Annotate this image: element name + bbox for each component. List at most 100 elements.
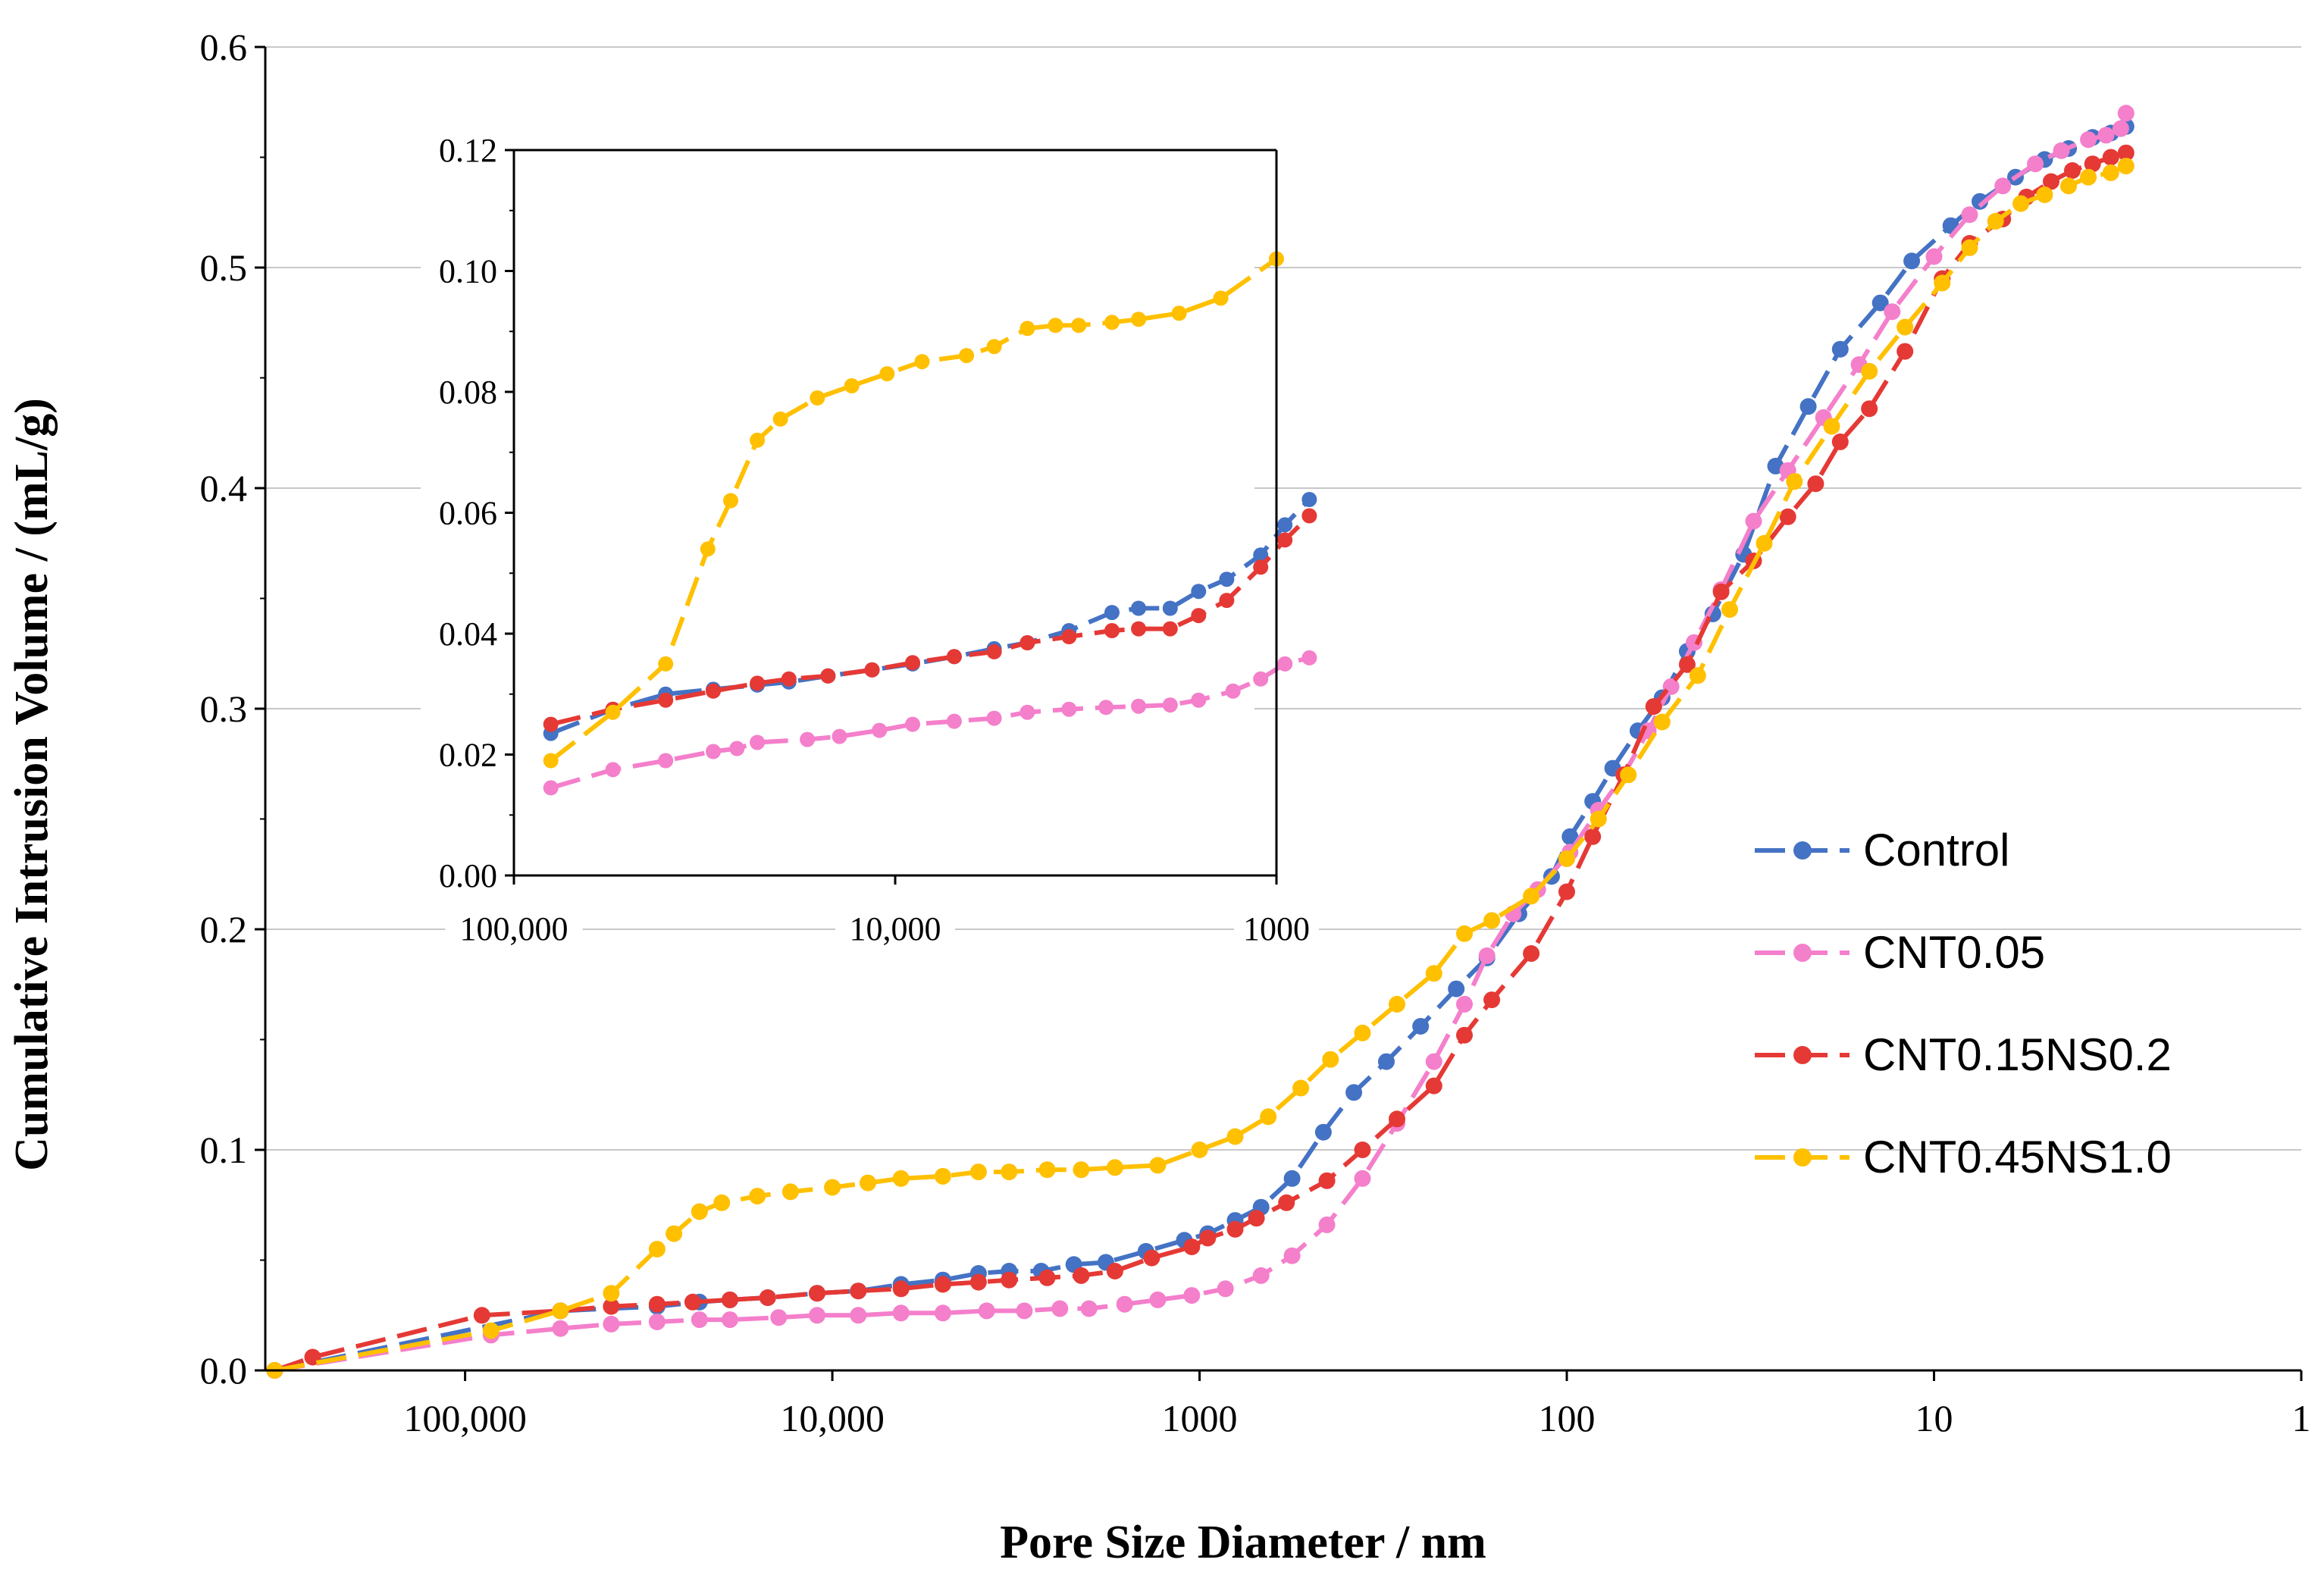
main-axes [255,45,2303,1381]
inset-point-cnt0-45ns1-0 [1071,318,1087,334]
inset-axes [505,149,1278,885]
inset-series-cnt0-15ns0-2 [543,508,1317,732]
inset-point-cnt0-15ns0-2 [781,671,797,687]
main-point-control [1903,252,1921,270]
main-point-cnt0-15ns0-2 [722,1291,738,1308]
main-point-cnt0-45ns1-0 [1721,601,1738,619]
main-point-cnt0-05 [2112,120,2129,137]
main-x-tick-label: 1000 [1162,1397,1238,1439]
main-point-cnt0-05 [648,1314,666,1330]
main-point-control [1831,340,1849,358]
main-point-control [1448,980,1465,997]
inset-point-cnt0-45ns1-0 [879,366,895,382]
main-point-cnt0-45ns1-0 [691,1203,708,1220]
main-point-cnt0-45ns1-0 [1689,667,1706,684]
main-point-cnt0-45ns1-0 [2036,186,2053,203]
inset-point-control [1131,600,1147,616]
inset-point-cnt0-05 [946,713,962,729]
main-point-cnt0-15ns0-2 [2117,144,2135,161]
main-point-cnt0-05 [1051,1300,1069,1317]
main-y-tick-label: 0.1 [200,1129,248,1171]
inset-point-cnt0-15ns0-2 [1104,623,1120,638]
inset-point-cnt0-15ns0-2 [864,662,880,678]
inset-point-cnt0-45ns1-0 [658,656,674,672]
main-point-cnt0-15ns0-2 [1143,1249,1160,1267]
inset-point-cnt0-45ns1-0 [750,432,766,448]
inset-point-cnt0-05 [1098,700,1114,716]
inset-point-control [1104,605,1120,621]
inset-point-cnt0-45ns1-0 [1131,312,1147,327]
main-point-cnt0-05 [1884,303,1901,321]
main-x-tick-label: 100,000 [403,1397,527,1439]
main-point-cnt0-05 [1478,947,1496,964]
inset-point-cnt0-45ns1-0 [959,348,975,364]
legend-label-cnt0-45ns1-0: CNT0.45NS1.0 [1863,1132,2172,1182]
inset-point-cnt0-15ns0-2 [1019,635,1035,650]
main-point-cnt0-05 [2097,127,2115,144]
main-point-cnt0-15ns0-2 [1425,1077,1442,1095]
main-point-cnt0-45ns1-0 [1191,1142,1208,1158]
inset-point-control [1277,517,1293,533]
inset-point-cnt0-05 [1162,697,1178,713]
main-point-cnt0-15ns0-2 [1001,1271,1018,1289]
legend-marker-cnt0-45ns1-0 [1793,1148,1812,1167]
inset-series-group [543,251,1317,796]
main-point-cnt0-05 [1183,1287,1201,1304]
inset-point-control [1191,584,1207,600]
main-point-cnt0-45ns1-0 [1620,766,1637,784]
main-point-cnt0-45ns1-0 [781,1183,799,1201]
main-point-cnt0-15ns0-2 [1779,508,1796,525]
main-point-cnt0-15ns0-2 [648,1295,666,1313]
main-point-cnt0-05 [2027,155,2044,173]
inset-point-control [1253,547,1269,563]
main-point-cnt0-05 [1456,995,1473,1013]
inset-y-tick-label: 0.02 [439,737,497,774]
main-point-cnt0-15ns0-2 [850,1282,867,1300]
main-point-cnt0-45ns1-0 [934,1167,951,1185]
main-point-cnt0-45ns1-0 [1149,1157,1167,1174]
inset-point-cnt0-05 [750,734,766,750]
main-point-cnt0-15ns0-2 [934,1276,951,1293]
main-point-cnt0-15ns0-2 [1523,945,1540,962]
inset-point-cnt0-15ns0-2 [1301,508,1317,524]
inset-point-cnt0-05 [1301,650,1317,665]
inset-y-tick-label: 0.08 [439,374,497,411]
main-point-cnt0-05 [1354,1170,1371,1187]
inset-point-cnt0-05 [905,716,920,732]
inset-point-cnt0-05 [1225,683,1241,699]
inset-point-cnt0-05 [1061,701,1077,717]
main-point-cnt0-15ns0-2 [1183,1239,1201,1255]
inset-point-cnt0-45ns1-0 [1104,315,1120,330]
legend-item-cnt0-05: CNT0.05 [1755,927,2045,978]
main-point-cnt0-15ns0-2 [1558,883,1575,900]
main-point-cnt0-05 [1116,1295,1133,1313]
main-point-cnt0-15ns0-2 [1483,991,1501,1009]
inset-point-cnt0-05 [1253,671,1269,687]
main-y-tick-label: 0.4 [200,467,248,509]
main-point-cnt0-15ns0-2 [1199,1229,1217,1247]
inset-x-tick-label: 100,000 [460,910,568,947]
inset-point-cnt0-15ns0-2 [750,675,766,691]
main-point-cnt0-45ns1-0 [1786,473,1803,490]
inset-x-tick-label-bg [445,905,583,947]
inset-point-cnt0-05 [1131,698,1147,714]
inset-point-cnt0-45ns1-0 [700,541,716,557]
main-point-cnt0-45ns1-0 [1558,850,1575,867]
main-point-cnt0-45ns1-0 [2117,158,2135,175]
main-point-cnt0-15ns0-2 [1354,1142,1371,1158]
main-point-control [1314,1123,1332,1141]
main-point-cnt0-45ns1-0 [2080,168,2097,186]
main-point-cnt0-05 [934,1304,951,1322]
main-y-tick-label: 0.2 [200,908,248,950]
inset-point-cnt0-45ns1-0 [810,390,825,406]
main-point-cnt0-05 [1745,512,1762,530]
inset-point-cnt0-45ns1-0 [1019,321,1035,337]
legend: Control CNT0.05 CNT0.15NS0.2 CNT0.45NS1.0 [1755,825,2172,1182]
inset-y-tick-label: 0.06 [439,495,497,532]
main-point-cnt0-15ns0-2 [603,1298,620,1315]
main-point-cnt0-05 [2117,105,2135,122]
main-point-cnt0-45ns1-0 [1590,810,1607,828]
